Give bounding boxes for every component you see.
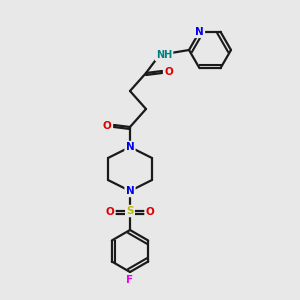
Text: N: N bbox=[126, 186, 134, 196]
Text: N: N bbox=[195, 27, 204, 37]
Text: F: F bbox=[126, 275, 134, 285]
Text: S: S bbox=[126, 206, 134, 216]
Text: O: O bbox=[165, 67, 173, 77]
Text: O: O bbox=[106, 207, 114, 217]
Text: NH: NH bbox=[156, 50, 172, 60]
Text: N: N bbox=[126, 142, 134, 152]
Text: O: O bbox=[146, 207, 154, 217]
Text: O: O bbox=[103, 121, 111, 131]
